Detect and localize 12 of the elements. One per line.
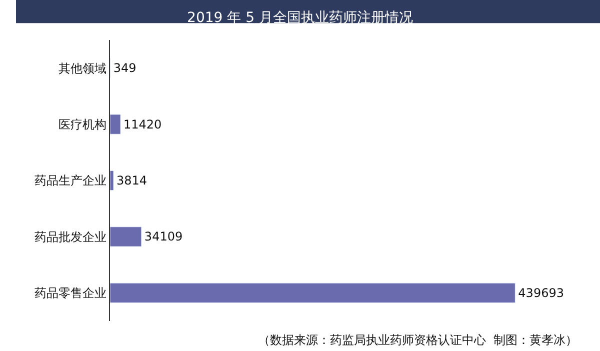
y-tick-label: 药品零售企业 <box>34 286 107 300</box>
y-tick-label: 药品生产企业 <box>34 174 107 188</box>
chart-title: 2019 年 5 月全国执业药师注册情况 <box>187 10 413 26</box>
data-label: 3814 <box>116 174 148 188</box>
data-label: 11420 <box>124 117 162 132</box>
data-label: 34109 <box>144 230 183 244</box>
data-label: 349 <box>113 61 136 76</box>
y-tick-label: 医疗机构 <box>58 118 107 132</box>
text: （数据来源：药监局执业药师资格认证中心 制图：黄孝冰） <box>258 333 578 347</box>
y-tick-label: 其他领域 <box>58 61 107 76</box>
data-label: 439693 <box>518 286 564 300</box>
y-tick-label: 药品批发企业 <box>34 230 107 244</box>
